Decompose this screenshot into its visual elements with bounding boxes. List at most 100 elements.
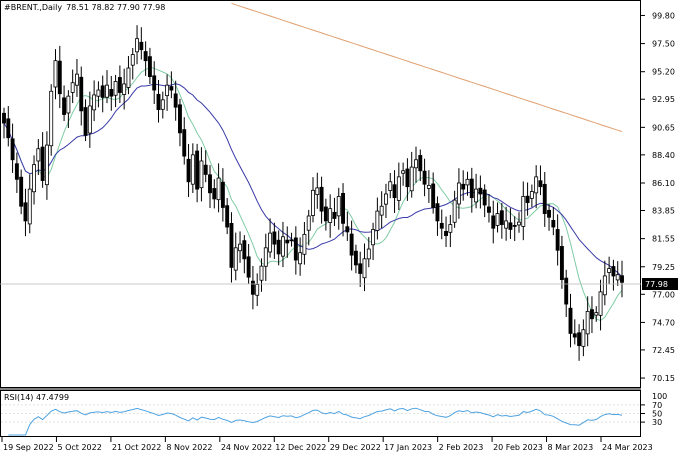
ma-slow-line (231, 2, 623, 133)
date-tick-label: 8 Mar 2023 (548, 443, 594, 452)
moving-averages (3, 2, 623, 322)
candle-bull (165, 84, 170, 97)
candle-bear (461, 183, 466, 190)
candle-bull (66, 95, 71, 114)
candle-bear (225, 205, 230, 228)
candle-bull (130, 54, 135, 66)
candle-bear (109, 89, 114, 97)
main-plot-frame (0, 0, 641, 388)
candle-bull (517, 221, 521, 226)
candle-bull (448, 224, 453, 233)
rsi-panel-frame (0, 390, 641, 437)
candle-bull (585, 311, 590, 335)
candle-bear (2, 112, 6, 124)
price-tick-label: 88.40 (652, 151, 675, 160)
candle-bear (293, 237, 298, 261)
date-tick-label: 24 Nov 2022 (221, 443, 272, 452)
candle-bull (53, 60, 58, 88)
candle-bear (620, 275, 624, 283)
candle-bull (302, 233, 307, 255)
candle-bull (199, 160, 204, 189)
price-tick-label: 70.15 (652, 374, 675, 383)
candle-bear (6, 118, 11, 139)
candle-bear (139, 41, 144, 51)
candle-bear (40, 146, 45, 181)
candle-bull (336, 196, 341, 217)
candle-bear (319, 186, 324, 212)
candle-bear (276, 239, 281, 255)
candle-bear (19, 176, 24, 207)
candle-bear (444, 230, 448, 236)
candle-bear (156, 93, 161, 111)
rsi-tick-label: 100 (652, 392, 667, 401)
candle-bull (396, 176, 401, 201)
candle-bull (371, 229, 376, 246)
date-tick-label: 20 Feb 2023 (493, 443, 543, 452)
candle-bear (14, 163, 19, 180)
date-tick-label: 21 Oct 2022 (112, 443, 161, 452)
candle-bear (246, 256, 251, 278)
current-price-box (642, 278, 678, 290)
price-tick-label: 92.95 (652, 95, 675, 104)
candle-bull (87, 105, 92, 134)
candle-bull (135, 38, 139, 53)
symbol-label: #BRENT. (4, 3, 39, 12)
candle-bear (405, 168, 410, 188)
date-tick-label: 24 Mar 2023 (602, 443, 653, 452)
candle-bull (268, 232, 273, 253)
candle-bear (220, 181, 225, 208)
candle-bear (435, 203, 440, 222)
date-tick-label: 29 Dec 2022 (330, 443, 381, 452)
candle-bull (529, 191, 534, 199)
candlesticks (2, 25, 624, 361)
date-tick-label: 5 Oct 2022 (57, 443, 101, 452)
candle-bear (147, 56, 152, 77)
rsi-tick-label: 50 (652, 410, 662, 419)
candle-bear (117, 77, 122, 93)
candle-bear (79, 76, 84, 112)
candle-bear (272, 231, 277, 245)
current-price-label: 77.98 (645, 280, 668, 289)
candle-bull (607, 268, 612, 273)
candle-bear (431, 183, 436, 208)
candle-bull (75, 73, 79, 86)
candle-bull (160, 99, 165, 110)
price-tick-label: 95.20 (652, 68, 675, 77)
candle-bull (504, 220, 509, 229)
rsi-path (8, 407, 623, 436)
candle-bear (422, 170, 427, 185)
candle-bear (418, 155, 423, 172)
date-axis: 19 Sep 2022 5 Oct 2022 21 Oct 2022 8 Nov 20… (1, 437, 653, 452)
price-tick-label: 79.25 (652, 263, 675, 272)
candle-bear (332, 211, 337, 219)
rsi-label: RSI(14) 47.4799 (4, 393, 69, 402)
candle-bull (598, 291, 603, 316)
candle-bear (203, 164, 208, 175)
price-tick-label: 97.50 (652, 40, 675, 49)
candle-bull (328, 208, 333, 223)
candle-bear (186, 158, 191, 183)
candle-bear (353, 250, 358, 266)
price-tick-label: 83.85 (652, 207, 675, 216)
candle-bear (341, 193, 345, 224)
candle-bear (229, 223, 234, 268)
candle-bull (126, 67, 131, 88)
candle-bear (285, 239, 290, 244)
candle-bull (401, 170, 406, 174)
candle-bear (143, 51, 148, 62)
candle-bear (512, 225, 517, 227)
candle-bear (559, 246, 564, 281)
candle-bull (113, 81, 118, 96)
candle-bear (577, 332, 582, 347)
candle-bull (465, 178, 470, 186)
candle-bear (195, 150, 200, 190)
chart-header: #BRENT.,Daily 78.51 78.82 77.90 77.98 (4, 3, 165, 12)
candle-bear (568, 307, 573, 334)
candle-bear (590, 309, 594, 320)
candle-bear (173, 93, 178, 108)
candle-bull (388, 181, 393, 191)
candle-bull (190, 154, 195, 185)
